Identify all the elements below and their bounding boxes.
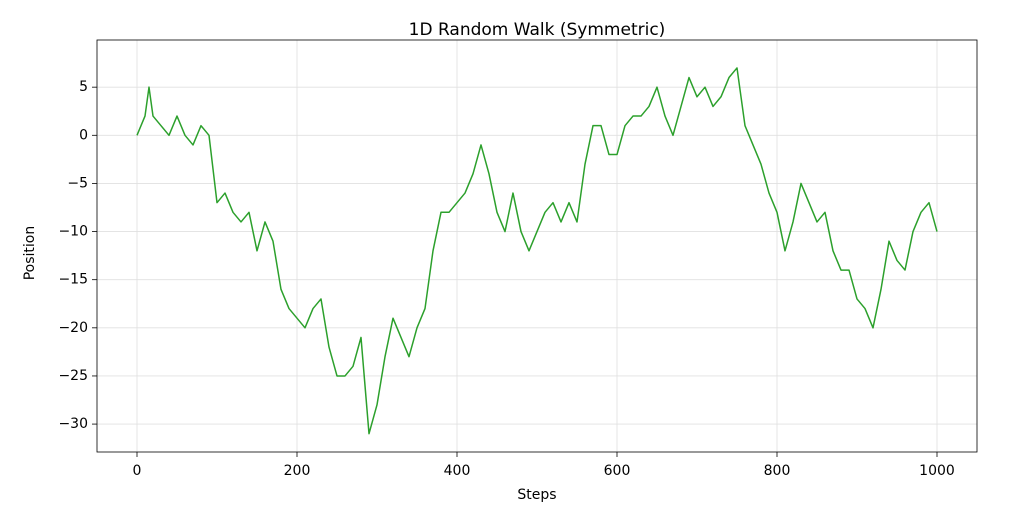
y-tick-label: 0: [79, 127, 88, 143]
x-tick-label: 400: [444, 463, 471, 479]
x-tick-label: 600: [604, 463, 631, 479]
y-tick-label: −10: [58, 224, 88, 240]
y-tick-label: −25: [58, 368, 88, 384]
y-tick-label: −20: [58, 320, 88, 336]
x-tick-label: 0: [133, 463, 142, 479]
x-axis-label: Steps: [517, 487, 556, 503]
y-tick-label: −15: [58, 272, 88, 288]
x-tick-label: 1000: [919, 463, 955, 479]
x-tick-label: 200: [284, 463, 311, 479]
walk-line: [136, 67, 938, 435]
y-tick-label: −30: [58, 416, 88, 432]
plot-frame: [96, 39, 978, 453]
x-tick-label: 800: [764, 463, 791, 479]
y-axis-label: Position: [22, 226, 38, 281]
chart-title: 1D Random Walk (Symmetric): [409, 20, 666, 40]
y-tick-label: 5: [79, 79, 88, 95]
y-tick-label: −5: [67, 175, 88, 191]
